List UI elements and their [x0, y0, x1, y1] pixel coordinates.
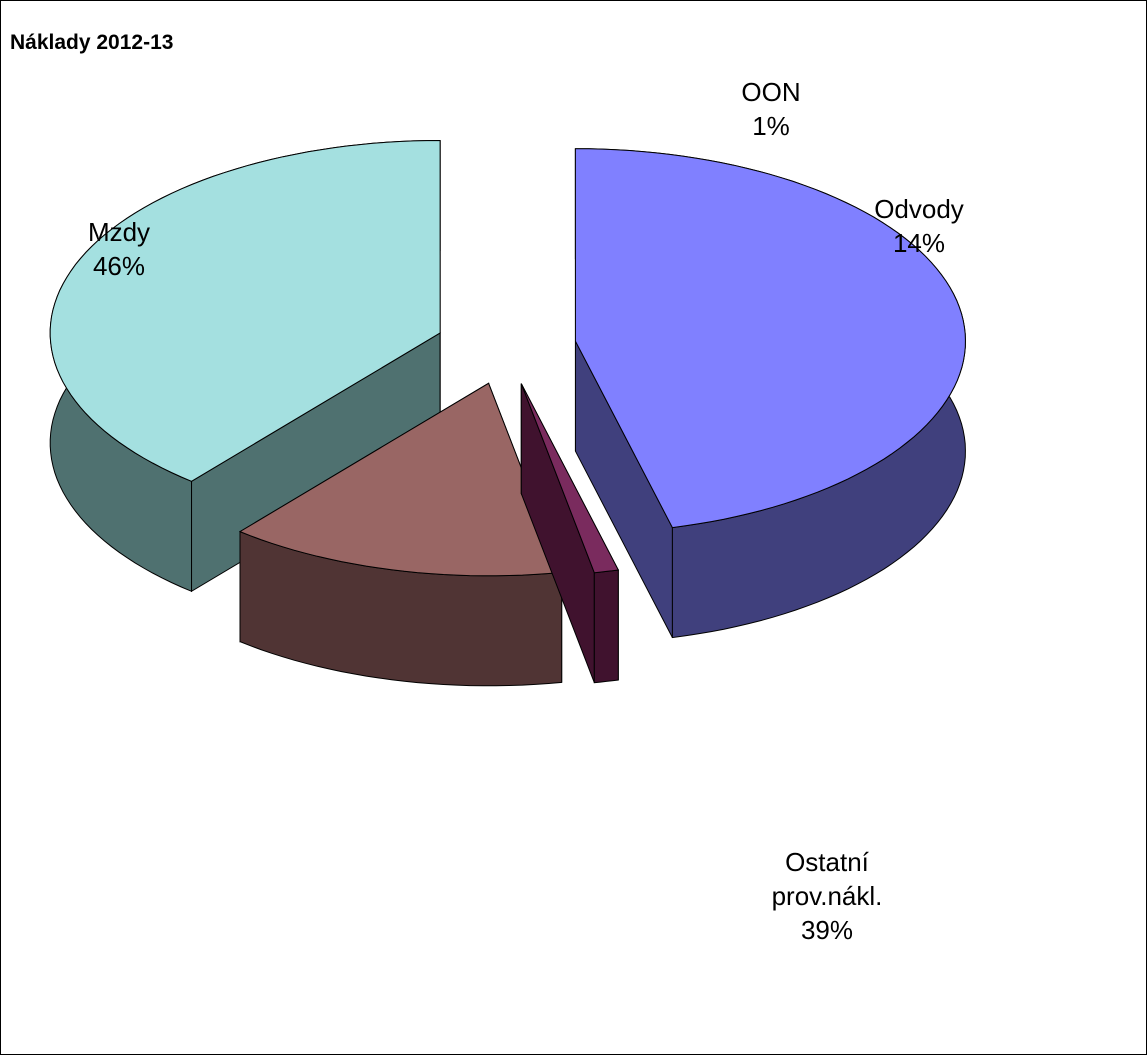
chart-title: Náklady 2012-13 — [10, 31, 174, 54]
slice-odvody — [238, 382, 563, 687]
slice-top-face — [238, 382, 563, 577]
slice-label-line: 1% — [752, 111, 790, 141]
slice-label-line: 14% — [893, 228, 945, 258]
slice-label-odvody: Odvody 14% — [874, 194, 964, 258]
slice-mzdy — [574, 148, 966, 639]
slice-label-line: Ostatní — [785, 847, 870, 877]
slice-oon — [520, 383, 620, 684]
slice-label-line: Odvody — [874, 194, 964, 224]
slice-label-mzdy: Mzdy 46% — [88, 217, 150, 281]
slice-label-ostatni-prov-nakl: Ostatní prov.nákl. 39% — [772, 847, 883, 945]
slice-outer-wall — [593, 569, 619, 684]
slice-top-face — [49, 139, 441, 482]
slice-label-oon: OON 1% — [741, 77, 800, 141]
slice-top-face — [520, 383, 620, 574]
slice-label-line: 46% — [93, 251, 145, 281]
slice-label-line: 39% — [801, 915, 853, 945]
slice-label-line: OON — [741, 77, 800, 107]
slice-top-face — [574, 148, 966, 529]
slice-label-line: prov.nákl. — [772, 881, 883, 911]
slice-label-line: Mzdy — [88, 217, 150, 247]
